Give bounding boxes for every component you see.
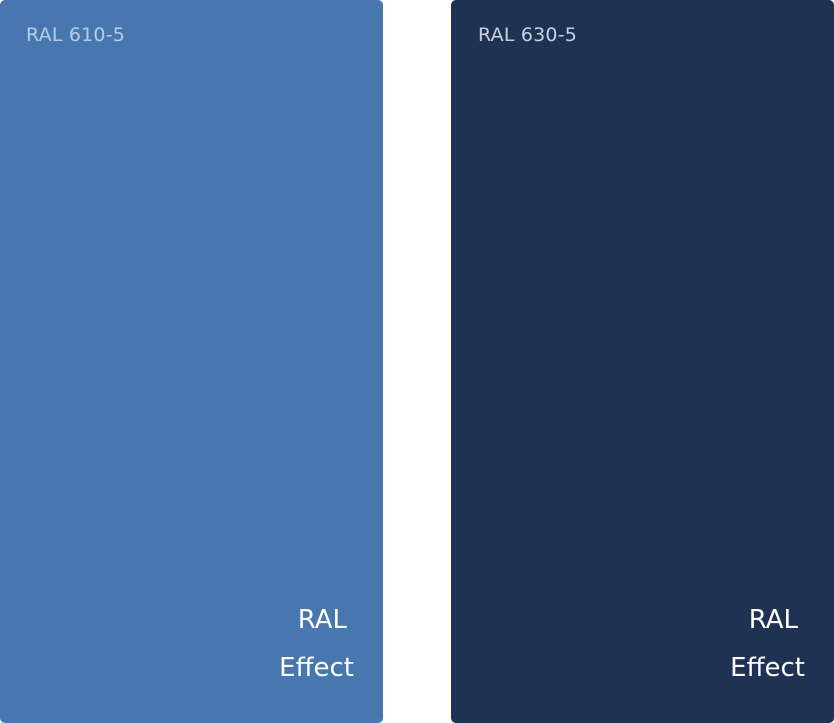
brand-line-effect: Effect [279, 653, 354, 683]
brand-line-ral: RAL [748, 605, 798, 635]
ral-effect-logo: RAL Effect [730, 596, 805, 692]
swatch-code-label: RAL 610-5 [26, 24, 126, 46]
swatch-card-ral-630-5: RAL 630-5 RAL Effect [451, 0, 834, 723]
ral-effect-logo: RAL Effect [279, 596, 354, 692]
brand-line-ral: RAL [297, 605, 347, 635]
swatch-code-label: RAL 630-5 [478, 24, 578, 46]
swatch-card-ral-610-5: RAL 610-5 RAL Effect [0, 0, 383, 723]
brand-line-effect: Effect [730, 653, 805, 683]
